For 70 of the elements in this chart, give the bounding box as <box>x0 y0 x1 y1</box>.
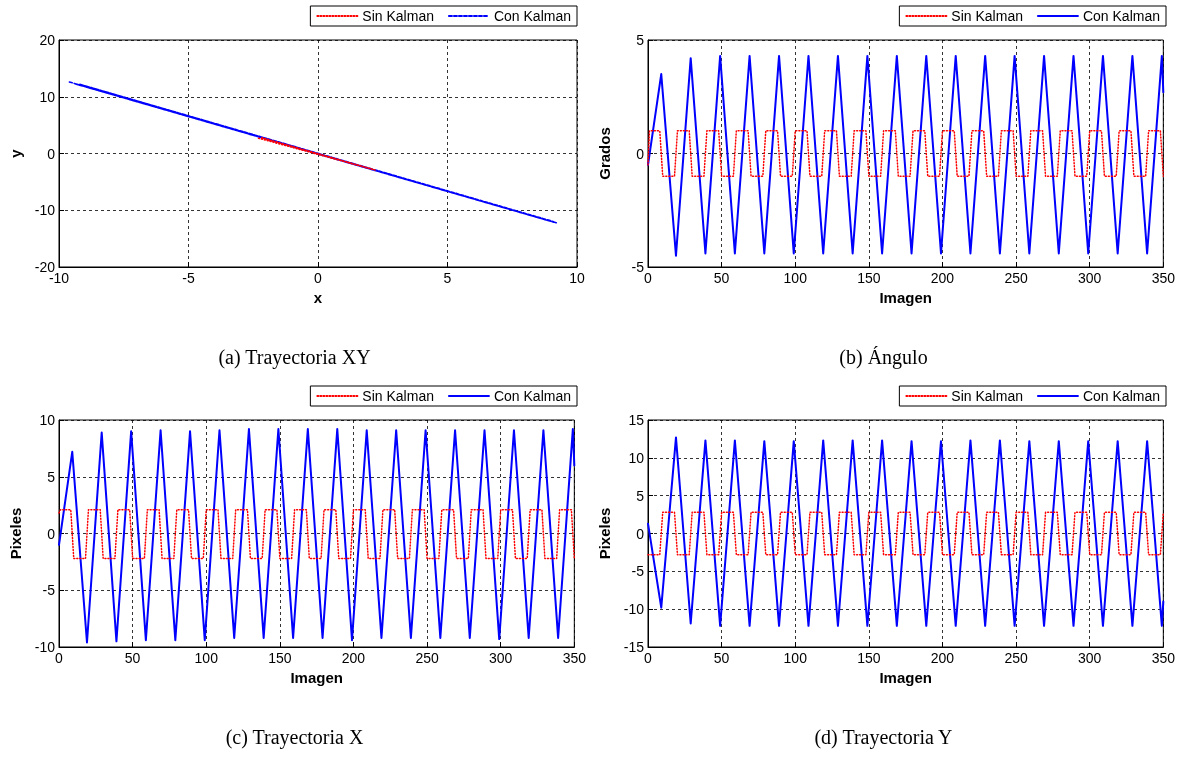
x-tick-label: 250 <box>1004 270 1028 286</box>
x-tick-label: 200 <box>930 650 955 666</box>
y-tick-label: 0 <box>47 145 56 162</box>
x-tick-label: 10 <box>569 270 585 286</box>
y-tick-label: -5 <box>631 259 645 275</box>
line-series <box>58 428 576 644</box>
legend-label: Con Kalman <box>1082 8 1161 24</box>
x-tick-label: 0 <box>314 270 323 286</box>
x-axis-title: Imagen <box>290 668 343 686</box>
x-axis-title: Imagen <box>879 288 932 306</box>
x-tick-label: 150 <box>268 650 292 666</box>
x-tick-label: 5 <box>443 270 452 286</box>
line-series <box>647 436 1165 627</box>
y-axis-title: Pixeles <box>596 507 613 560</box>
line-series <box>68 81 558 224</box>
x-axis-title: x <box>313 288 323 306</box>
y-tick-label: -10 <box>34 202 56 219</box>
line-series <box>257 136 376 171</box>
x-tick-label: 150 <box>857 650 881 666</box>
y-tick-label: 10 <box>39 412 56 428</box>
y-tick-label: -5 <box>42 582 56 599</box>
text: (b) Ángulo <box>839 346 928 369</box>
line-series <box>647 54 1165 257</box>
x-tick-label: 200 <box>930 270 955 286</box>
x-axis-title: Imagen <box>879 668 932 686</box>
y-axis-title: y <box>7 148 24 158</box>
x-tick-label: 300 <box>1078 270 1102 286</box>
y-tick-label: -15 <box>623 639 645 655</box>
x-tick-label: 100 <box>783 650 808 666</box>
y-axis-title: Pixeles <box>7 507 24 560</box>
x-tick-label: 200 <box>341 650 366 666</box>
x-tick-label: 50 <box>124 650 141 666</box>
x-tick-label: 100 <box>783 270 808 286</box>
y-tick-label: 20 <box>39 32 56 48</box>
legend-label: Sin Kalman <box>951 8 1023 24</box>
x-tick-label: 350 <box>1151 270 1176 286</box>
x-tick-label: 250 <box>415 650 439 666</box>
y-tick-label: -10 <box>623 601 645 618</box>
y-tick-label: 5 <box>47 468 56 485</box>
legend-label: Sin Kalman <box>951 388 1023 404</box>
legend-label: Con Kalman <box>493 8 572 24</box>
y-tick-label: 10 <box>39 88 56 105</box>
x-tick-label: 100 <box>194 650 219 666</box>
legend-label: Sin Kalman <box>362 8 434 24</box>
x-tick-label: 50 <box>713 650 730 666</box>
text: (c) Trayectoria X <box>225 726 364 749</box>
legend-label: Sin Kalman <box>362 388 434 404</box>
y-tick-label: 5 <box>636 487 645 504</box>
y-tick-label: 5 <box>636 32 645 48</box>
x-tick-label: -5 <box>182 270 195 286</box>
x-tick-label: 350 <box>562 650 587 666</box>
y-tick-label: 15 <box>628 412 645 428</box>
y-tick-label: -20 <box>34 259 56 275</box>
legend-label: Con Kalman <box>493 388 572 404</box>
y-tick-label: 0 <box>636 145 645 162</box>
text: (a) Trayectoria XY <box>218 346 371 369</box>
text: (d) Trayectoria Y <box>814 726 953 749</box>
y-tick-label: -10 <box>34 639 56 655</box>
x-tick-label: 300 <box>1078 650 1102 666</box>
x-tick-label: 50 <box>713 270 730 286</box>
y-tick-label: -5 <box>631 563 645 580</box>
x-tick-label: 250 <box>1004 650 1028 666</box>
y-tick-label: 0 <box>47 525 56 542</box>
x-tick-label: 350 <box>1151 650 1176 666</box>
x-tick-label: 150 <box>857 270 881 286</box>
legend-label: Con Kalman <box>1082 388 1161 404</box>
x-tick-label: 300 <box>489 650 513 666</box>
y-axis-title: Grados <box>596 127 613 180</box>
y-tick-label: 10 <box>628 449 645 466</box>
y-tick-label: 0 <box>636 525 645 542</box>
